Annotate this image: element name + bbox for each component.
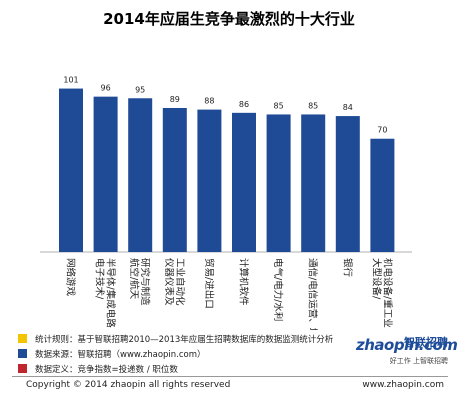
note-text: 数据定义：竞争指数=投递数 / 职位数 [35, 364, 178, 375]
value-label-4: 88 [204, 97, 214, 106]
category-label-line: 通信/电信运营、增值服务 [307, 258, 319, 330]
value-label-8: 84 [343, 103, 353, 112]
note-source: 数据来源：智联招聘（www.zhaopin.com） [18, 346, 348, 361]
category-label-6: 电气/电力/水利 [272, 258, 284, 321]
note-text: 统计规则：基于智联招聘2010—2013年应届生招聘数据库的数据监测统计分析 [35, 334, 334, 345]
logo-chinese: 智联招聘 [404, 336, 448, 349]
category-label-5: 计算机软件 [238, 258, 250, 306]
bar-9 [370, 138, 395, 252]
bar-4 [197, 109, 222, 252]
category-label-line: 计算机软件 [238, 258, 250, 306]
value-label-3: 89 [170, 95, 180, 104]
value-label-1: 96 [101, 84, 111, 93]
note-text: 数据来源：智联招聘（www.zhaopin.com） [35, 349, 206, 360]
value-label-9: 70 [377, 126, 387, 135]
category-label-line: 仪器仪表及 [163, 258, 175, 306]
category-label-0: 网络游戏 [65, 258, 77, 297]
category-label-line: 贸易/进出口 [203, 258, 215, 309]
category-label-7: 通信/电信运营、增值服务 [307, 258, 319, 330]
category-label-4: 贸易/进出口 [203, 258, 215, 309]
bar-chart: 101 96 95 89 88 86 85 85 84 70 网络游戏 半导体/集成电路电子技术/研… [40, 76, 412, 330]
category-label-line: 机电设备/重工业 [381, 258, 393, 328]
category-label-line: 网络游戏 [65, 258, 77, 297]
notes-list: 统计规则：基于智联招聘2010—2013年应届生招聘数据库的数据监测统计分析 数… [18, 331, 348, 376]
category-label-line: 大型设备/ [370, 258, 382, 300]
category-label-line: 工业自动化 [174, 258, 186, 306]
bar-1 [93, 96, 118, 253]
category-label-line: 研究与制造 [139, 258, 151, 306]
bar-8 [335, 116, 360, 252]
category-label-line: 电气/电力/水利 [272, 258, 284, 321]
footer-divider [12, 376, 448, 377]
category-label-line: 航空/航天 [128, 258, 140, 300]
value-label-5: 86 [239, 100, 249, 109]
note-rule: 统计规则：基于智联招聘2010—2013年应届生招聘数据库的数据监测统计分析 [18, 331, 348, 346]
bar-5 [232, 112, 256, 252]
bar-0 [59, 88, 83, 253]
category-label-line: 电子技术/ [94, 258, 106, 300]
footer-url: www.zhaopin.com [362, 380, 444, 390]
chart-title: 2014年应届生竞争最激烈的十大行业 [103, 10, 355, 28]
bar-3 [162, 107, 187, 253]
blue-square-icon [18, 349, 27, 358]
zhaopin-logo: zhaopin.com 智联招聘 好工作 上智联招聘 [356, 336, 458, 376]
category-label-line: 半导体/集成电路 [105, 258, 117, 328]
logo-slogan: 好工作 上智联招聘 [389, 357, 448, 365]
logo-wordmark: zhaopin.com [356, 336, 458, 354]
red-square-icon [18, 364, 27, 373]
bar-2 [128, 98, 153, 252]
bar-6 [266, 114, 291, 252]
bar-7 [301, 114, 326, 252]
value-label-7: 85 [308, 101, 318, 110]
category-label-8: 银行 [341, 258, 353, 278]
copyright-text: Copyright © 2014 zhaopin all rights rese… [26, 380, 231, 390]
value-label-6: 85 [274, 101, 284, 110]
value-label-2: 95 [135, 85, 145, 94]
category-label-line: 银行 [341, 258, 353, 278]
value-label-0: 101 [63, 76, 78, 85]
yellow-square-icon [18, 334, 27, 343]
note-definition: 数据定义：竞争指数=投递数 / 职位数 [18, 361, 348, 376]
